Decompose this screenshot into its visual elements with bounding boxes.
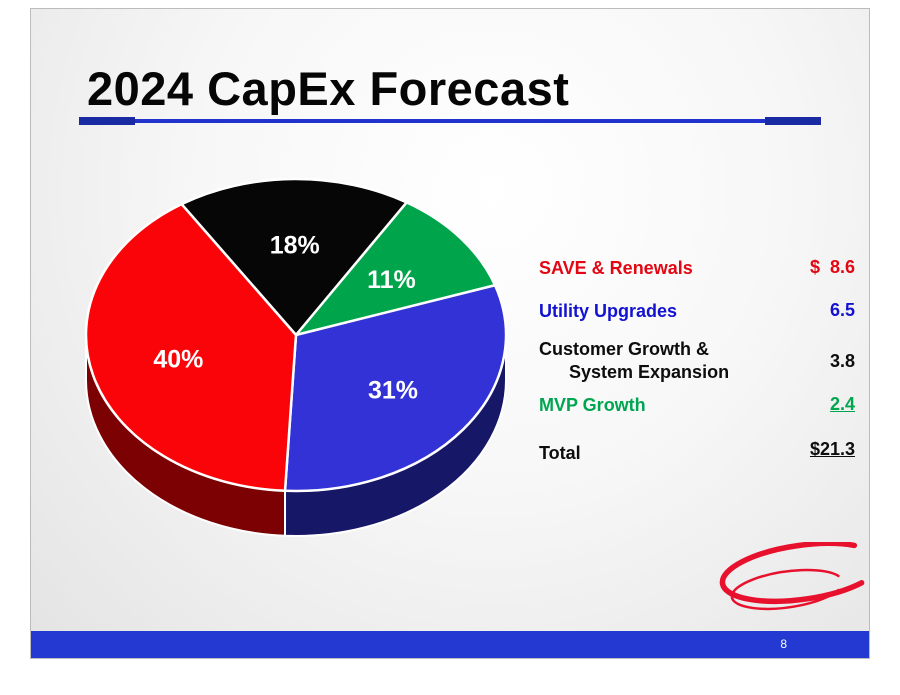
page-number: 8 <box>780 637 787 651</box>
pie-slice <box>180 177 408 337</box>
legend-value-customer-growth: 3.8 <box>829 351 855 371</box>
legend-label-line-2: System Expansion <box>569 362 730 383</box>
legend-value-utility-upgrades: 6.5 <box>829 300 855 320</box>
legend-value-mvp-growth: 2.4 <box>829 394 855 414</box>
legend-label-mvp-growth: MVP Growth <box>539 395 646 415</box>
legend-value-save-renewals: $ 8.6 <box>809 257 855 277</box>
pie-slice-label: 40% <box>153 345 203 373</box>
legend-label-line-1: Customer Growth & <box>539 339 710 359</box>
legend-label-total: Total <box>539 443 581 463</box>
slide: 2024 CapEx Forecast 18% 11% 31% 40% SAVE & … <box>30 8 870 659</box>
legend-label-customer-growth: Customer Growth & System Expansion <box>539 338 729 385</box>
legend-table: SAVE & Renewals $ 8.6 Utility Upgrades 6… <box>539 254 855 499</box>
pie-chart: 18% 11% 31% 40% <box>84 177 508 537</box>
legend-label-utility-upgrades: Utility Upgrades <box>539 301 678 321</box>
title-underline-cap-right <box>765 117 821 125</box>
pie-slice-label: 18% <box>270 232 320 260</box>
pie-slice <box>283 283 508 493</box>
pie-slice-label: 31% <box>368 377 418 405</box>
legend-label-save-renewals: SAVE & Renewals <box>539 258 693 278</box>
footer-bar: 8 <box>31 631 869 658</box>
page-title: 2024 CapEx Forecast <box>87 62 570 115</box>
logo-swoosh-icon <box>719 542 865 611</box>
pie-slice-label: 11% <box>367 266 416 294</box>
pie-slice <box>294 201 497 337</box>
pie-slice <box>84 202 298 493</box>
title-underline-cap-left <box>79 117 135 125</box>
title-underline <box>79 117 821 125</box>
legend-value-total: $21.3 <box>809 439 855 459</box>
